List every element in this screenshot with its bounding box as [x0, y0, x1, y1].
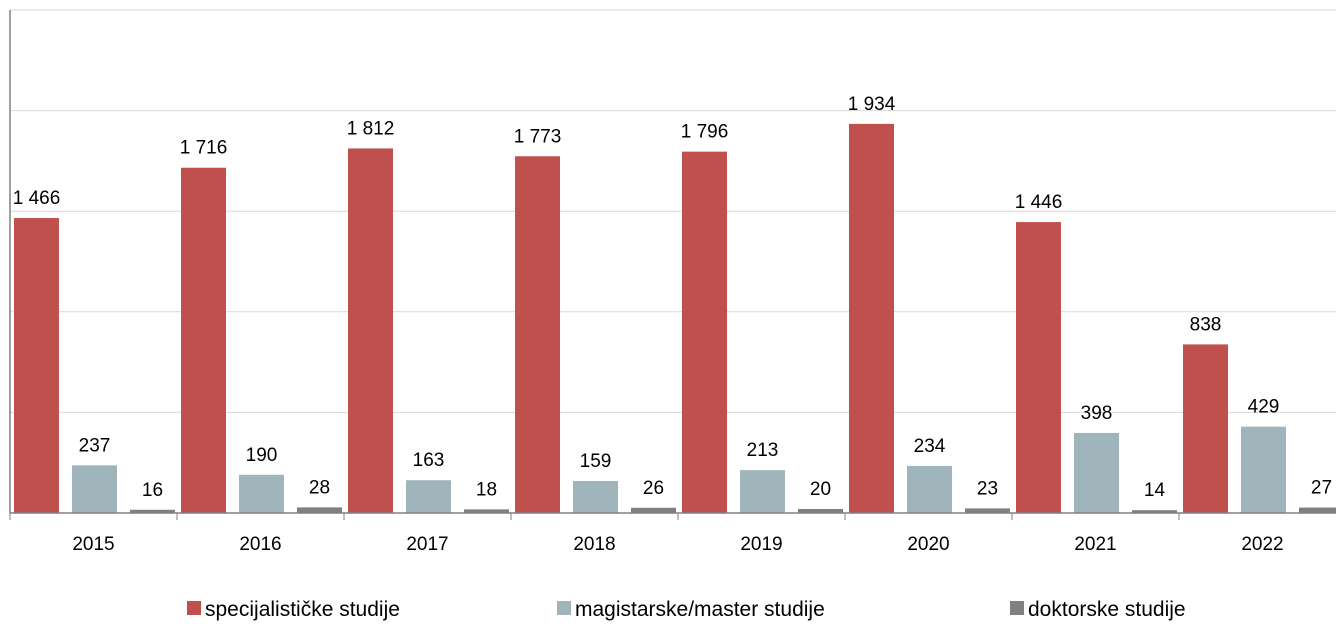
- bar-doktorske-2022: [1299, 507, 1336, 513]
- data-label: 398: [1081, 403, 1113, 424]
- data-label: 26: [643, 478, 664, 499]
- legend-label: magistarske/master studije: [575, 598, 825, 621]
- bars: [14, 123, 1336, 514]
- data-label: 163: [413, 450, 445, 471]
- data-label: 1 446: [1015, 192, 1063, 213]
- data-label: 1 716: [180, 138, 228, 159]
- data-label: 20: [810, 479, 831, 500]
- bar-magistarske-2020: [907, 465, 952, 513]
- x-tick-label: 2016: [239, 534, 281, 555]
- x-tick-label: 2022: [1241, 534, 1283, 555]
- legend: specijalističke studije magistarske/maste…: [187, 598, 1186, 621]
- data-label: 1 934: [848, 94, 896, 115]
- data-label: 1 812: [347, 118, 395, 139]
- data-label: 14: [1144, 480, 1166, 501]
- bar-specijalisticke-2016: [181, 167, 226, 514]
- x-tick-label: 2020: [907, 534, 949, 555]
- data-label: 1 796: [681, 122, 729, 143]
- data-label: 16: [142, 480, 163, 501]
- x-tick-labels: 2015 2016 2017 2018 2019 2020 2021 2022: [72, 534, 1283, 555]
- legend-swatch: [557, 601, 571, 615]
- x-tick-label: 2017: [406, 534, 448, 555]
- data-label: 159: [580, 451, 612, 472]
- bar-doktorske-2019: [798, 508, 843, 513]
- bar-doktorske-2020: [965, 508, 1010, 513]
- bar-specijalisticke-2021: [1016, 222, 1061, 513]
- legend-label: specijalističke studije: [205, 598, 400, 621]
- axes: [9, 10, 1336, 520]
- bar-magistarske-2018: [573, 481, 618, 513]
- bar-doktorske-2016: [297, 507, 342, 513]
- x-tick-label: 2018: [573, 534, 615, 555]
- data-label: 237: [79, 435, 111, 456]
- bar-doktorske-2018: [631, 507, 676, 513]
- x-tick-label: 2015: [72, 534, 114, 555]
- legend-swatch: [187, 601, 201, 615]
- data-label: 1 773: [514, 126, 562, 147]
- bar-magistarske-2017: [406, 480, 451, 513]
- legend-label: doktorske studije: [1028, 598, 1186, 621]
- data-label: 429: [1248, 397, 1280, 418]
- bar-doktorske-2021: [1132, 510, 1177, 513]
- bar-doktorske-2015: [130, 509, 175, 513]
- bar-specijalisticke-2017: [348, 148, 393, 513]
- legend-swatch: [1010, 601, 1024, 615]
- data-label: 23: [977, 478, 998, 499]
- data-label: 213: [747, 440, 779, 461]
- data-label: 27: [1311, 478, 1332, 499]
- gridlines: [10, 9, 1336, 413]
- bar-magistarske-2022: [1241, 426, 1286, 513]
- data-label: 234: [914, 436, 946, 457]
- bar-magistarske-2019: [740, 470, 785, 513]
- bar-magistarske-2016: [239, 474, 284, 513]
- bar-doktorske-2017: [464, 509, 509, 513]
- bar-specijalisticke-2022: [1183, 344, 1228, 513]
- bar-magistarske-2015: [72, 465, 117, 513]
- bar-specijalisticke-2019: [682, 151, 727, 513]
- x-tick-label: 2021: [1074, 534, 1116, 555]
- bar-specijalisticke-2018: [515, 156, 560, 513]
- bar-magistarske-2021: [1074, 432, 1119, 513]
- data-label: 1 466: [13, 188, 61, 209]
- bar-specijalisticke-2015: [14, 218, 59, 513]
- data-label: 18: [476, 479, 497, 500]
- data-label: 838: [1190, 314, 1222, 335]
- data-label: 190: [246, 445, 278, 466]
- bar-specijalisticke-2020: [849, 123, 894, 513]
- x-tick-label: 2019: [740, 534, 782, 555]
- data-label: 28: [309, 477, 330, 498]
- data-labels: 1 466 237 16 1 716 190 28 1 812 163 18 1 773 159 26…: [13, 94, 1332, 501]
